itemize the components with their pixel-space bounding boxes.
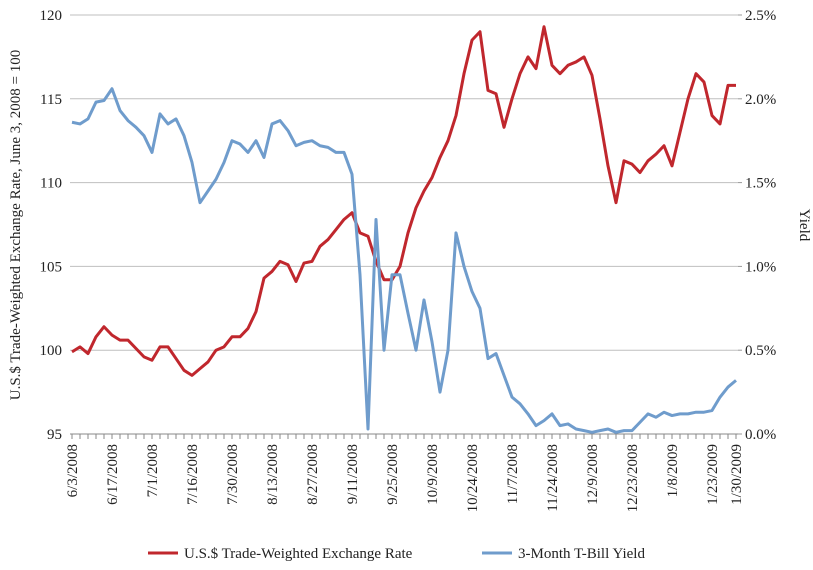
x-tick-label: 9/25/2008 (385, 444, 401, 505)
y-axis-label: U.S.$ Trade-Weighted Exchange Rate, June… (8, 50, 24, 401)
series-line (71, 25, 736, 377)
x-tick-label: 10/24/2008 (465, 444, 481, 512)
x-tick-label: 7/1/2008 (145, 444, 161, 497)
y-tick-label: 100 (40, 343, 63, 359)
y-tick-label: 120 (40, 8, 63, 24)
y-tick-label: 110 (40, 176, 62, 192)
x-tick-label: 7/16/2008 (185, 444, 201, 505)
y-tick-label: 105 (40, 259, 63, 275)
x-tick-label: 1/30/2009 (729, 444, 745, 505)
x-tick-label: 9/11/2008 (345, 444, 361, 504)
y2-tick-label: 1.0% (745, 259, 776, 275)
x-tick-label: 7/30/2008 (225, 444, 241, 505)
x-tick-label: 1/23/2009 (705, 444, 721, 505)
x-tick-label: 8/13/2008 (265, 444, 281, 505)
x-tick-label: 6/3/2008 (65, 444, 81, 497)
legend-label: U.S.$ Trade-Weighted Exchange Rate (184, 546, 413, 562)
x-tick-label: 8/27/2008 (305, 444, 321, 505)
y2-tick-label: 0.0% (745, 427, 776, 443)
y2-tick-label: 2.5% (745, 8, 776, 24)
y2-tick-label: 0.5% (745, 343, 776, 359)
x-tick-label: 1/8/2009 (665, 444, 681, 497)
y2-tick-label: 2.0% (745, 92, 776, 108)
y-tick-label: 95 (47, 427, 62, 443)
y2-tick-label: 1.5% (745, 176, 776, 192)
series-line (71, 87, 737, 434)
y-tick-label: 115 (40, 92, 62, 108)
legend-label: 3-Month T-Bill Yield (518, 546, 645, 562)
y2-axis-label: Yield (796, 209, 812, 242)
x-tick-label: 11/24/2008 (545, 444, 561, 512)
x-tick-label: 6/17/2008 (105, 444, 121, 505)
x-tick-label: 12/23/2008 (625, 444, 641, 512)
x-tick-label: 10/9/2008 (425, 444, 441, 505)
x-tick-label: 11/7/2008 (505, 444, 521, 504)
x-tick-label: 12/9/2008 (585, 444, 601, 505)
